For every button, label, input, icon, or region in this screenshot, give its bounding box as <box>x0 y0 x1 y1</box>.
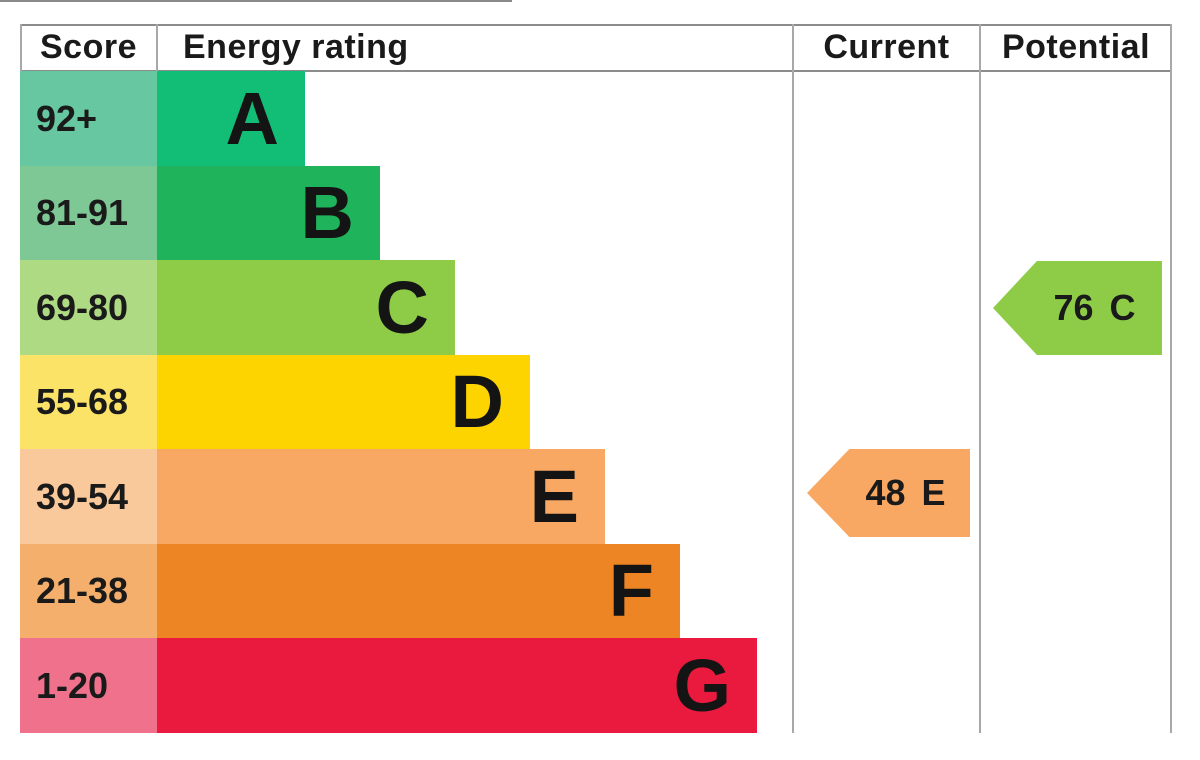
score-rating-divider <box>156 24 158 71</box>
band-letter: B <box>300 171 354 254</box>
current-rating-arrow: 48 E <box>807 449 970 537</box>
band-bar-g: G <box>157 638 757 733</box>
band-bar-f: F <box>157 544 680 638</box>
band-letter: F <box>608 549 654 632</box>
current-band-letter: E <box>921 472 946 513</box>
score-range-label: 21-38 <box>20 544 157 638</box>
potential-column-header: Potential <box>1001 28 1151 66</box>
potential-rating-arrow: 76 C <box>993 261 1162 355</box>
score-column-header: Score <box>40 28 137 66</box>
band-bar-d: D <box>157 355 530 449</box>
rating-current-divider <box>792 24 794 733</box>
header-bottom-border <box>20 70 1172 72</box>
energy-rating-column-header: Energy rating <box>183 28 409 66</box>
score-range-label: 39-54 <box>20 449 157 544</box>
score-range-label: 1-20 <box>20 638 157 733</box>
table-top-border <box>20 24 1172 26</box>
potential-rating-label: 76 C <box>1053 287 1135 329</box>
band-bar-b: B <box>157 166 380 260</box>
band-bar-e: E <box>157 449 605 544</box>
current-rating-label: 48 E <box>865 472 945 514</box>
band-bar-a: A <box>157 71 305 166</box>
band-letter: E <box>529 454 579 538</box>
table-right-border <box>1170 24 1172 733</box>
potential-score-value: 76 <box>1053 287 1094 328</box>
score-range-label: 69-80 <box>20 260 157 355</box>
screenshot-edge-artifact <box>0 0 512 2</box>
band-letter: D <box>450 360 504 443</box>
header-left-border <box>20 24 22 71</box>
current-score-value: 48 <box>865 472 906 513</box>
potential-band-letter: C <box>1109 287 1136 328</box>
band-letter: A <box>225 76 279 160</box>
score-range-label: 92+ <box>20 71 157 166</box>
current-potential-divider <box>979 24 981 733</box>
band-bar-c: C <box>157 260 455 355</box>
current-column-header: Current <box>823 28 950 66</box>
band-letter: C <box>375 265 429 349</box>
score-range-label: 55-68 <box>20 355 157 449</box>
band-letter: G <box>673 643 731 727</box>
score-range-label: 81-91 <box>20 166 157 260</box>
